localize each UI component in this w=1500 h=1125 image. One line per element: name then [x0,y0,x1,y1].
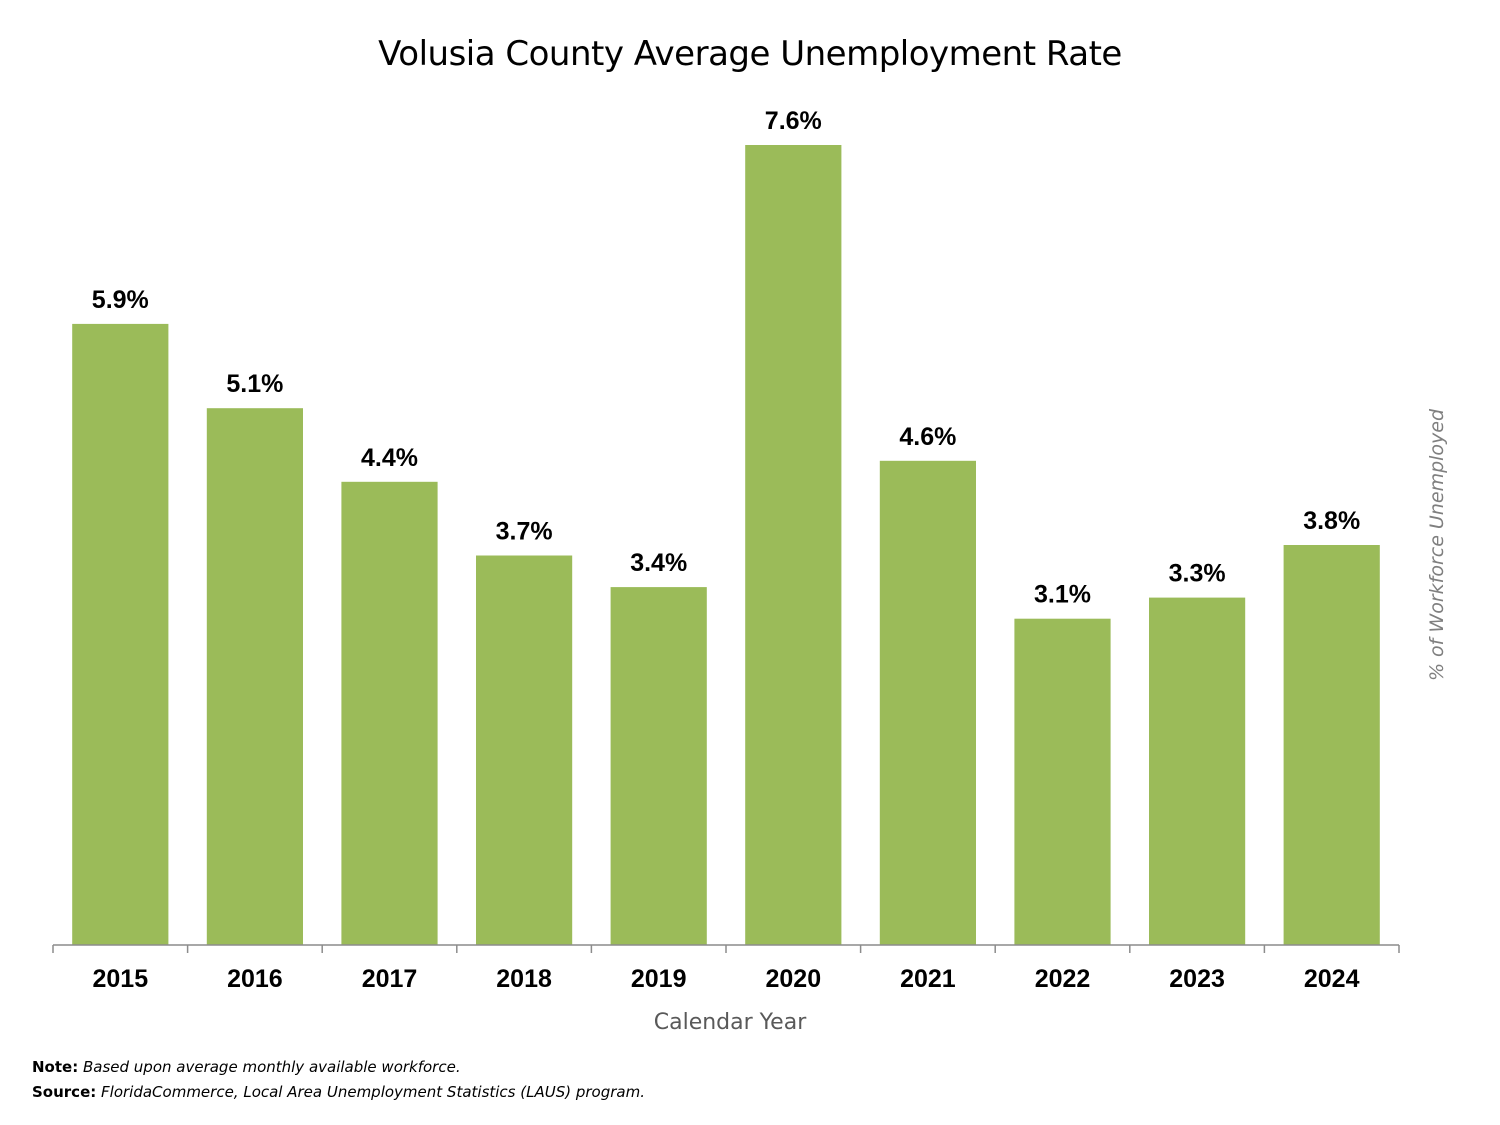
data-label-2016: 5.1% [226,370,283,398]
data-label-2015: 5.9% [92,286,149,314]
bar-2016 [206,408,303,945]
data-label-2022: 3.1% [1034,581,1091,609]
data-label-2024: 3.8% [1303,507,1360,535]
tick-label-2021: 2021 [900,965,956,993]
note-line: Note: Based upon average monthly availab… [32,1055,645,1080]
source-line: Source: FloridaCommerce, Local Area Unem… [32,1080,645,1105]
tick-labels-group: 2015 2016 2017 2018 2019 2020 2021 2022 2023 2024 [92,965,1359,993]
data-labels-group: 5.9% 5.1% 4.4% 3.7% 3.4% 7.6% 4.6% 3.1% 3.3% 3.8% [92,107,1360,609]
x-axis [52,944,1400,953]
data-label-2023: 3.3% [1169,560,1226,588]
bar-2017 [341,481,438,945]
x-axis-title: Calendar Year [653,1010,807,1035]
tick-label-2024: 2024 [1304,965,1360,993]
tick-label-2016: 2016 [227,965,283,993]
bar-2024 [1283,545,1380,945]
bar-2023 [1149,597,1246,945]
tick-label-2017: 2017 [362,965,418,993]
tick-label-2022: 2022 [1035,965,1091,993]
tick-label-2020: 2020 [765,965,821,993]
bar-2021 [879,460,976,945]
bar-2018 [476,555,573,945]
source-label: Source: [32,1083,97,1101]
data-label-2019: 3.4% [630,549,687,577]
tick-label-2015: 2015 [92,965,148,993]
data-label-2021: 4.6% [899,423,956,451]
tick-label-2018: 2018 [496,965,552,993]
data-label-2017: 4.4% [361,444,418,472]
note-text: Based upon average monthly available wor… [82,1058,461,1076]
footnotes: Note: Based upon average monthly availab… [32,1055,645,1105]
bar-2020 [745,145,842,945]
tick-label-2019: 2019 [631,965,687,993]
bar-2022 [1014,618,1111,945]
bar-2019 [610,587,707,945]
note-label: Note: [32,1058,79,1076]
chart-title: Volusia County Average Unemployment Rate [378,34,1122,74]
tick-label-2023: 2023 [1169,965,1225,993]
y-axis-title: % of Workforce Unemployed [1426,408,1448,682]
bars-group [72,145,1380,945]
data-label-2020: 7.6% [765,107,822,135]
source-text: FloridaCommerce, Local Area Unemployment… [101,1083,645,1101]
bar-2015 [72,323,169,945]
data-label-2018: 3.7% [496,518,553,546]
